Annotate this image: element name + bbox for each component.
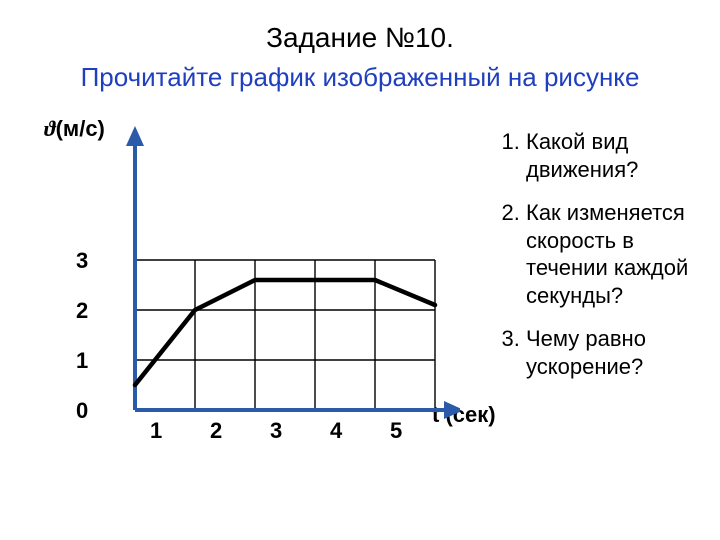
- question-3: Чему равно ускорение?: [526, 325, 718, 380]
- question-2: Как изменяется скорость в течении каждой…: [526, 199, 718, 309]
- velocity-chart: [40, 120, 460, 460]
- chart-svg: [40, 120, 460, 460]
- task-subtitle: Прочитайте график изображенный на рисунк…: [0, 62, 720, 93]
- question-1: Какой вид движения?: [526, 128, 718, 183]
- task-title: Задание №10.: [0, 22, 720, 54]
- question-list: Какой вид движения? Как изменяется скоро…: [500, 128, 718, 396]
